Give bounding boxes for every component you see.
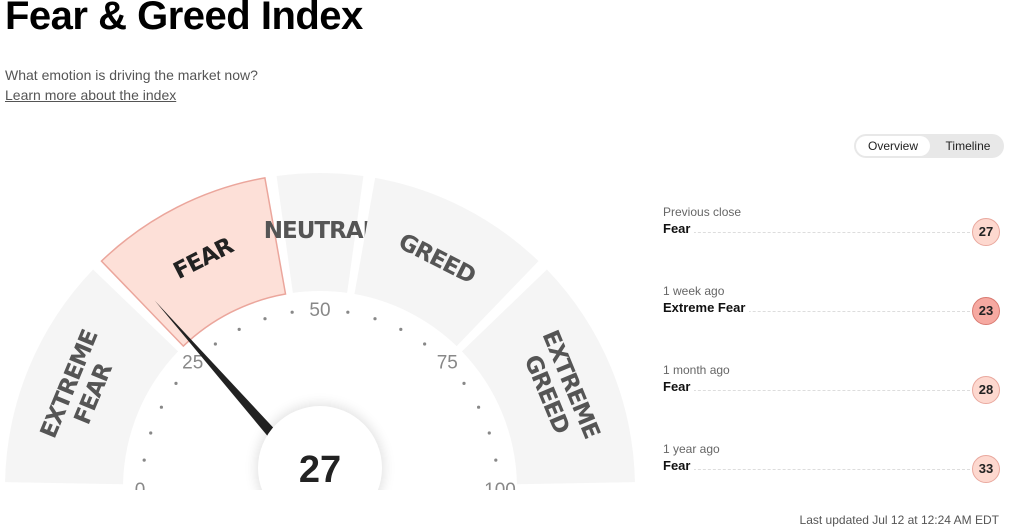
tick-dot [373,317,377,321]
tick-dot [263,317,267,321]
gauge-segment [461,269,635,485]
gauge-value: 27 [299,449,341,491]
history-value-badge: 23 [972,297,1000,325]
history-value-badge: 28 [972,376,1000,404]
gauge-mask [0,490,640,532]
divider [663,469,970,470]
segment-label: NEUTRAL [264,218,378,244]
history-row: 1 year ago Fear 33 [663,442,1000,492]
tick-dot [142,458,146,462]
tick-dot [149,431,153,435]
page-title: Fear & Greed Index [5,0,363,38]
tick-label: 75 [437,353,458,374]
tick-dot [346,310,350,314]
gauge-segment [276,173,364,293]
history-rating: Fear [663,379,695,394]
history-row: 1 week ago Extreme Fear 23 [663,284,1000,334]
history-rating: Extreme Fear [663,300,750,315]
tick-dot [213,342,217,346]
tick-label: 25 [182,353,203,374]
history-row: 1 month ago Fear 28 [663,363,1000,413]
fear-greed-gauge: EXTREMEFEARFEARNEUTRALGREEDEXTREMEGREED0… [0,173,640,532]
divider [663,232,970,233]
tick-dot [399,327,403,332]
tick-dot [462,381,466,385]
tab-timeline[interactable]: Timeline [945,139,991,153]
divider [663,311,970,312]
learn-more-link[interactable]: Learn more about the index [5,87,177,103]
history-period: 1 month ago [663,363,730,377]
tick-dot [174,381,178,385]
tick-dot [237,327,241,332]
gauge-segment [100,176,287,348]
tick-dot [494,458,498,462]
history-rating: Fear [663,221,695,236]
subtitle: What emotion is driving the market now? [5,67,258,83]
last-updated: Last updated Jul 12 at 12:24 AM EDT [799,513,999,527]
tick-dot [159,405,164,409]
tick-label: 50 [309,300,330,321]
history-period: 1 year ago [663,442,720,456]
divider [663,390,970,391]
history-period: Previous close [663,205,742,219]
view-toggle: Overview Timeline [854,134,1004,158]
tick-dot [290,310,294,314]
tick-dot [487,431,491,435]
history-value-badge: 27 [972,218,1000,246]
history-rating: Fear [663,458,695,473]
tab-overview[interactable]: Overview [856,136,930,156]
history-period: 1 week ago [663,284,725,298]
history-row: Previous close Fear 27 [663,205,1000,255]
segment-label-line: NEUTRAL [264,218,378,244]
tick-dot [423,342,427,346]
gauge-segment [5,269,179,485]
history-value-badge: 33 [972,455,1000,483]
tick-dot [476,405,481,409]
gauge-segment [354,177,539,347]
